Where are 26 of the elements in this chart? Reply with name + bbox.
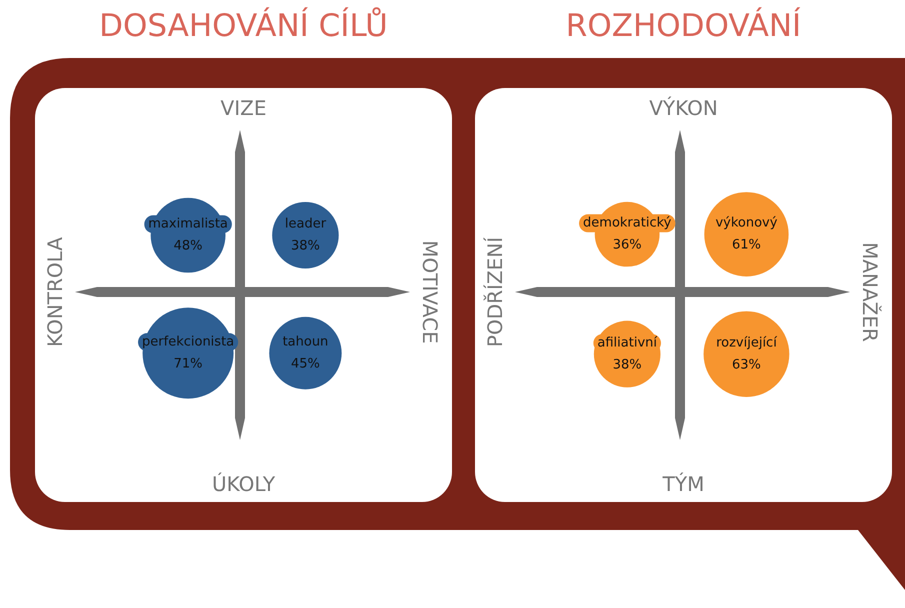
data-label: 48%: [174, 238, 203, 254]
text: VIZE: [220, 96, 268, 120]
category-label: perfekcionista: [142, 334, 234, 350]
category-label: rozvíjející: [716, 335, 778, 350]
text: DOSAHOVÁNÍ CÍLŮ: [98, 8, 389, 44]
category-label: demokratický: [583, 216, 672, 231]
category-label: výkonový: [715, 216, 778, 231]
data-label: 71%: [174, 356, 203, 372]
text: TÝM: [662, 472, 706, 496]
data-label: 38%: [612, 357, 642, 372]
data-label: 38%: [290, 238, 320, 254]
category-label: tahoun: [282, 334, 328, 350]
text: KONTROLA: [43, 237, 67, 347]
category-label: afiliativní: [597, 335, 658, 350]
text: ROZHODOVÁNÍ: [564, 8, 802, 44]
text: VÝKON: [648, 96, 719, 120]
text: ÚKOLY: [210, 472, 276, 496]
data-label: 61%: [732, 238, 761, 253]
data-label: 45%: [290, 356, 320, 372]
text: MANAŽER: [858, 242, 882, 342]
category-label: maximalista: [148, 216, 228, 232]
text: MOTIVACE: [418, 240, 442, 344]
category-label: leader: [284, 216, 327, 232]
data-label: 36%: [612, 238, 642, 253]
data-label: 63%: [732, 357, 761, 372]
text: PODŘÍZENÍ: [483, 236, 507, 348]
